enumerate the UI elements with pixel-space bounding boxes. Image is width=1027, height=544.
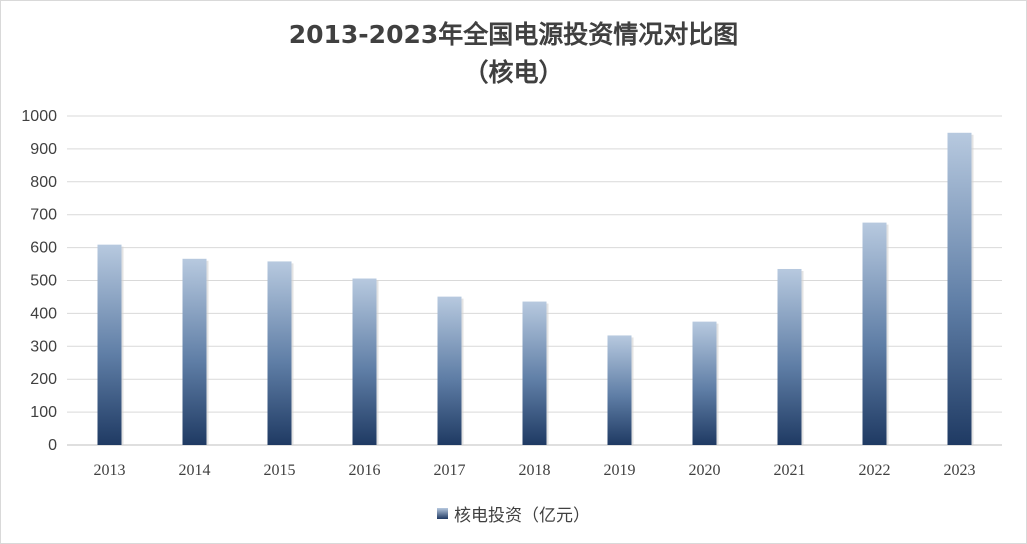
bar-2019 [607,335,632,445]
y-tick-label: 400 [30,305,57,322]
y-tick-label: 700 [30,207,57,224]
bar-2013 [97,244,122,445]
y-tick-label: 900 [30,141,57,158]
y-tick-label: 200 [30,371,57,388]
bar-2023 [947,132,972,446]
x-tick-label: 2020 [689,462,721,479]
x-tick-label: 2019 [604,462,636,479]
legend-swatch [437,508,448,519]
y-tick-label: 100 [30,404,57,421]
legend-label: 核电投资（亿元） [454,506,590,526]
x-tick-label: 2013 [94,462,126,479]
x-tick-label: 2023 [944,462,976,479]
y-tick-label: 300 [30,338,57,355]
bar-2020 [692,321,717,445]
bar-2022 [862,222,887,445]
y-tick-label: 600 [30,240,57,257]
chart-title-block: 2013-2023年全国电源投资情况对比图 （核电） [1,15,1026,91]
x-tick-label: 2022 [859,462,891,479]
bar-2021 [777,268,802,445]
x-tick-label: 2016 [349,462,381,479]
x-tick-label: 2021 [774,462,806,479]
x-tick-label: 2018 [519,462,551,479]
bar-2017 [437,296,462,445]
x-tick-label: 2017 [434,462,466,479]
y-tick-label: 800 [30,174,57,191]
y-tick-label: 0 [48,437,57,454]
chart-title: 2013-2023年全国电源投资情况对比图 [288,20,739,49]
bar-2015 [267,261,292,445]
bar-2014 [182,258,207,445]
bar-2018 [522,301,547,445]
legend: 核电投资（亿元） [1,501,1026,526]
x-tick-label: 2014 [179,462,211,479]
bar-2016 [352,278,377,445]
y-tick-label: 1000 [21,108,57,125]
x-tick-label: 2015 [264,462,296,479]
chart-subtitle: （核电） [463,58,564,87]
y-tick-label: 500 [30,273,57,290]
